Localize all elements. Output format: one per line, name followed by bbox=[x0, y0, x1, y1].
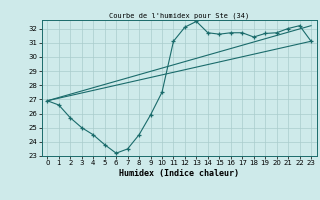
Title: Courbe de l'humidex pour Ste (34): Courbe de l'humidex pour Ste (34) bbox=[109, 12, 249, 19]
X-axis label: Humidex (Indice chaleur): Humidex (Indice chaleur) bbox=[119, 169, 239, 178]
